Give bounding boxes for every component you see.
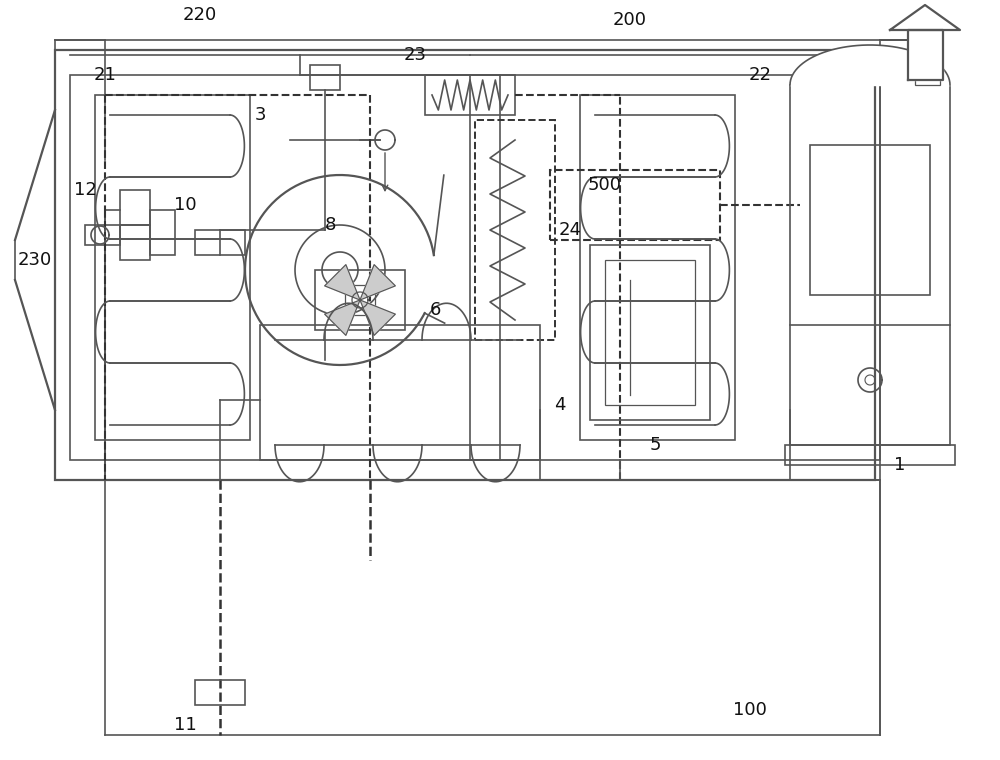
Bar — [55, 50, 875, 480]
Text: 8: 8 — [324, 216, 336, 234]
Bar — [150, 210, 175, 255]
Bar — [790, 85, 950, 445]
Text: 11: 11 — [174, 716, 196, 734]
Bar — [70, 75, 500, 460]
Bar — [345, 285, 375, 315]
Bar — [120, 225, 150, 260]
Text: 22: 22 — [748, 66, 772, 84]
Bar — [580, 95, 735, 440]
Text: 4: 4 — [554, 396, 566, 414]
Polygon shape — [890, 5, 960, 30]
Polygon shape — [325, 264, 360, 300]
Bar — [605, 260, 695, 405]
Text: 24: 24 — [558, 221, 582, 239]
Text: 200: 200 — [613, 11, 647, 29]
Bar — [310, 65, 340, 90]
Bar — [810, 145, 930, 295]
Bar — [315, 270, 405, 330]
Bar — [915, 70, 940, 85]
Text: 10: 10 — [174, 196, 196, 214]
Bar — [470, 75, 880, 460]
Text: 23: 23 — [404, 46, 426, 64]
Bar — [120, 190, 150, 225]
Polygon shape — [325, 300, 360, 335]
Text: 3: 3 — [254, 106, 266, 124]
Text: 5: 5 — [649, 436, 661, 454]
Text: 6: 6 — [429, 301, 441, 319]
Text: 1: 1 — [894, 456, 906, 474]
Bar — [550, 170, 720, 240]
Bar — [475, 120, 555, 340]
Polygon shape — [360, 300, 395, 335]
Bar — [195, 680, 245, 705]
Text: 500: 500 — [588, 176, 622, 194]
Text: 100: 100 — [733, 701, 767, 719]
Text: 12: 12 — [74, 181, 96, 199]
Text: 220: 220 — [183, 6, 217, 24]
Polygon shape — [360, 264, 395, 300]
Bar — [195, 230, 245, 255]
Bar — [260, 325, 540, 460]
Bar — [95, 95, 250, 440]
Text: 230: 230 — [18, 251, 52, 269]
Bar — [425, 75, 515, 115]
Text: 21: 21 — [94, 66, 116, 84]
Bar — [590, 245, 710, 420]
Bar — [785, 445, 955, 465]
Polygon shape — [908, 30, 942, 80]
Bar — [85, 225, 120, 245]
